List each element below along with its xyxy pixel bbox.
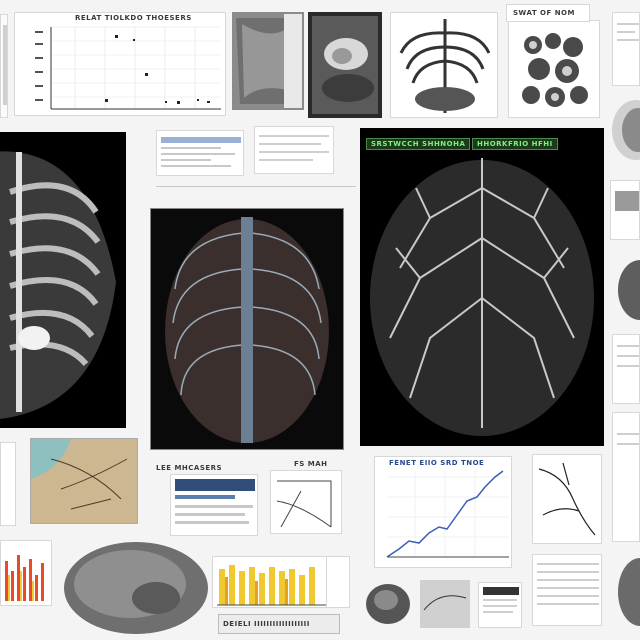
lung-scan-caption-left: SRSTWCCH SHHNOHA xyxy=(366,138,471,150)
sketch-thumbnail-bottom xyxy=(420,580,470,628)
right-edge-doc-3 xyxy=(612,334,640,404)
trend-line-chart: FENET EIIO SRD TNOE xyxy=(374,456,512,568)
bottom-label-text: DEIELI IIIIIIIIIIIIIIIIII xyxy=(223,620,310,628)
scatter-chart-caption: RELAT TIOLKDO THOESERS xyxy=(75,14,192,22)
dark-round-thumbnail xyxy=(364,580,412,626)
text-doc-thumbnail xyxy=(254,126,334,174)
bar-chart-thumbnail-left xyxy=(0,540,52,606)
right-edge-doc-4 xyxy=(612,412,640,542)
cell-thumbnail xyxy=(508,20,600,118)
divider-line xyxy=(156,186,356,187)
right-edge-orb-3 xyxy=(612,552,640,632)
top-left-edge-doc xyxy=(0,14,8,118)
sketch-map-thumbnail xyxy=(30,438,138,524)
textured-rock-image xyxy=(60,538,210,638)
list-doc-thumbnail xyxy=(326,556,350,608)
right-edge-orb xyxy=(608,98,640,164)
dashboard-thumbnail xyxy=(170,474,258,536)
top-right-document: SWAT OF NOM xyxy=(506,4,590,22)
map-thumbnail-right xyxy=(532,454,602,544)
scatter-chart-svg xyxy=(35,26,221,110)
ribcage-scan-left xyxy=(0,132,126,428)
right-edge-doc-2 xyxy=(610,180,640,240)
lung-scan-caption-right: HHORKFRIO HFHI xyxy=(472,138,558,150)
trend-chart-caption: FENET EIIO SRD TNOE xyxy=(389,459,485,467)
orange-bar-chart xyxy=(212,556,330,608)
small-doc-caption: FS MAH xyxy=(294,460,328,468)
scatter-chart-panel: RELAT TIOLKDO THOESERS xyxy=(14,12,226,116)
top-right-doc-caption: SWAT OF NOM xyxy=(513,9,575,17)
document-thumbnail-bottom xyxy=(478,582,522,628)
scan-thumbnail-1 xyxy=(232,12,304,110)
table-thumbnail-bottom xyxy=(532,554,602,626)
skeleton-thumbnail xyxy=(390,12,498,118)
edge-doc-bottom-left xyxy=(0,442,16,526)
right-edge-doc-1 xyxy=(612,12,640,86)
mid-left-doc-caption: LEE MHCASERS xyxy=(156,464,223,472)
scan-thumbnail-2 xyxy=(308,12,382,118)
lung-tree-scan: SRSTWCCH SHHNOHA HHORKFRIO HFHI xyxy=(360,128,604,446)
spine-scan-center xyxy=(150,208,344,450)
data-form-thumbnail xyxy=(156,130,244,176)
line-sketch-thumbnail xyxy=(270,470,342,534)
right-edge-orb-2 xyxy=(612,256,640,326)
bottom-label-banner: DEIELI IIIIIIIIIIIIIIIIII xyxy=(218,614,340,634)
